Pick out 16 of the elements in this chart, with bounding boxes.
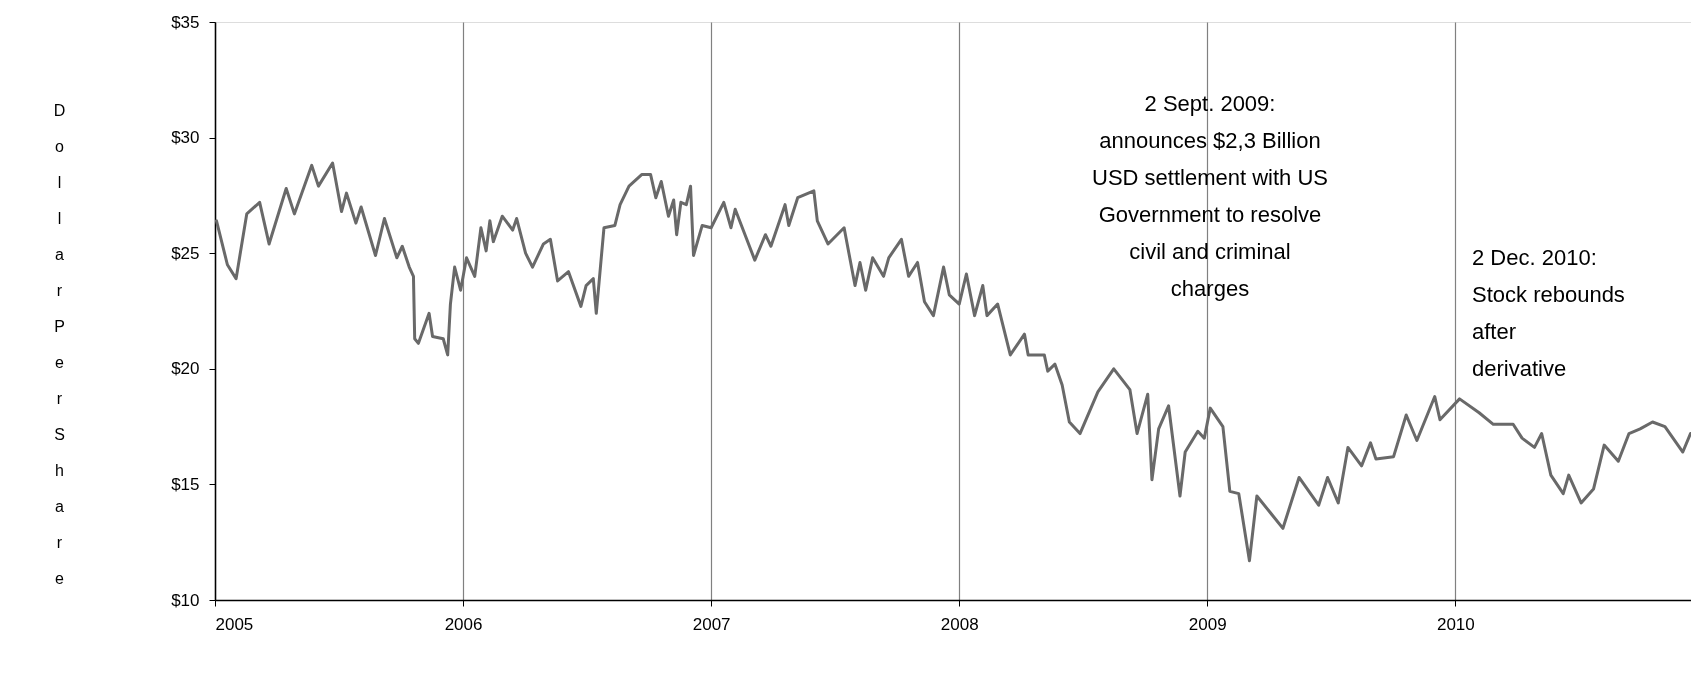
- y-tick-label: $30: [171, 128, 200, 148]
- x-tick-label: 2008: [940, 614, 979, 634]
- line-series: [215, 161, 1691, 563]
- x-tick-label: 2006: [444, 614, 483, 634]
- y-tick-label: $20: [171, 359, 200, 379]
- y-tick-label: $15: [171, 474, 200, 494]
- x-tick-label: 2007: [692, 614, 731, 634]
- x-tick-label: 2009: [1188, 614, 1227, 634]
- x-tick-label: 2005: [215, 614, 254, 634]
- annotation: 2 Sept. 2009: announces $2,3 Billion USD settlement with US Government to resolve civil and criminal charges: [1092, 91, 1328, 301]
- text: Dollar Per Share: [53, 101, 66, 587]
- y-tick-label: $10: [171, 590, 200, 610]
- x-tick-label: 2010: [1436, 614, 1475, 634]
- y-tick-label: $25: [171, 243, 200, 263]
- y-tick-label: $35: [171, 12, 200, 32]
- annotation: 2 Dec. 2010: Stock rebounds after derivative: [1472, 245, 1625, 381]
